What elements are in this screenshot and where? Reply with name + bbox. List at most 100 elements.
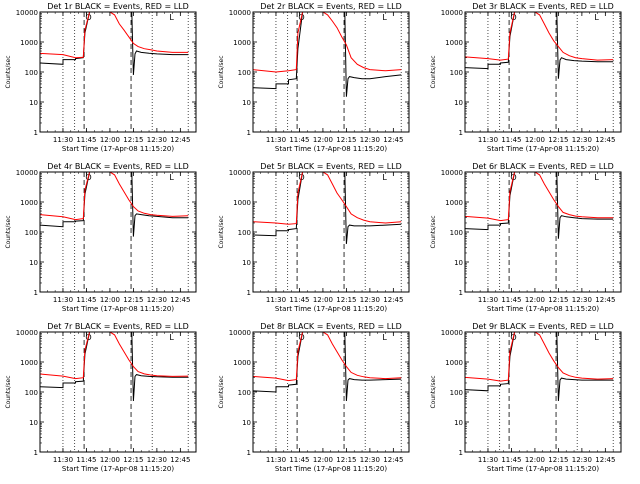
x-tick-label: 12:15 (123, 456, 143, 464)
detector-panel-2: Det 2r BLACK = Events, RED = LLD Counts/s… (218, 2, 410, 153)
y-tick-label: 10 (29, 99, 38, 107)
panel-title: Det 9r BLACK = Events, RED = LLD (472, 322, 614, 331)
panel-title: Det 6r BLACK = Events, RED = LLD (472, 162, 614, 171)
y-tick-label: 1000 (20, 199, 38, 207)
y-tick-label: 10 (242, 419, 251, 427)
x-tick-label: 12:15 (548, 296, 568, 304)
series-lld (40, 332, 189, 380)
x-tick-label: 11:30 (53, 136, 73, 144)
x-tick-label: 11:30 (478, 456, 498, 464)
x-tick-label: 11:45 (289, 296, 309, 304)
y-tick-label: 10 (454, 259, 463, 267)
x-tick-label: 12:00 (525, 136, 545, 144)
x-tick-label: 12:30 (360, 136, 380, 144)
x-tick-label: 12:30 (147, 296, 167, 304)
x-tick-label: 12:30 (572, 136, 592, 144)
x-tick-label: 11:30 (53, 296, 73, 304)
detector-panel-5: Det 5r BLACK = Events, RED = LLD Counts/s… (218, 162, 410, 313)
y-tick-label: 10 (454, 99, 463, 107)
y-tick-label: 1000 (445, 199, 463, 207)
x-tick-label: 12:45 (595, 296, 615, 304)
top-marker-l: L (594, 13, 599, 22)
x-tick-label: 11:30 (478, 136, 498, 144)
detector-panel-1: Det 1r BLACK = Events, RED = LLD Counts/s… (5, 2, 197, 153)
y-axis-label: Counts/sec (218, 375, 225, 408)
y-tick-label: 1 (34, 129, 38, 137)
y-tick-label: 100 (238, 69, 251, 77)
x-tick-label: 12:15 (548, 456, 568, 464)
series-events (465, 12, 614, 79)
x-tick-label: 11:45 (501, 296, 521, 304)
x-axis-label: Start Time (17-Apr-08 11:15:20) (275, 145, 387, 153)
panel-title: Det 7r BLACK = Events, RED = LLD (47, 322, 189, 331)
top-marker-l: L (382, 173, 387, 182)
y-tick-label: 10 (242, 99, 251, 107)
series-lld (465, 332, 614, 382)
y-tick-label: 1 (459, 129, 463, 137)
y-tick-label: 100 (25, 389, 38, 397)
x-tick-label: 12:00 (313, 136, 333, 144)
y-tick-label: 1 (34, 449, 38, 457)
x-tick-label: 12:00 (100, 136, 120, 144)
x-tick-label: 11:45 (501, 456, 521, 464)
y-tick-label: 1000 (20, 39, 38, 47)
y-tick-label: 1 (247, 449, 251, 457)
detector-panel-4: Det 4r BLACK = Events, RED = LLD Counts/s… (5, 162, 197, 313)
panel-title: Det 3r BLACK = Events, RED = LLD (472, 2, 614, 11)
series-events (465, 332, 614, 402)
x-tick-label: 12:45 (595, 456, 615, 464)
detector-panel-7: Det 7r BLACK = Events, RED = LLD Counts/s… (5, 322, 197, 473)
panel-title: Det 4r BLACK = Events, RED = LLD (47, 162, 189, 171)
series-events (253, 12, 402, 97)
x-tick-label: 11:45 (289, 136, 309, 144)
top-marker-l: L (169, 13, 174, 22)
plot-frame (252, 331, 410, 453)
y-axis-label: Counts/sec (430, 215, 437, 248)
top-marker-l: L (169, 173, 174, 182)
series-lld (253, 12, 402, 73)
x-tick-label: 12:00 (313, 296, 333, 304)
plot-frame (252, 11, 410, 133)
x-axis-label: Start Time (17-Apr-08 11:15:20) (487, 305, 599, 313)
y-axis-label: Counts/sec (430, 375, 437, 408)
plot-frame (39, 11, 197, 133)
x-tick-label: 11:30 (53, 456, 73, 464)
x-axis-label: Start Time (17-Apr-08 11:15:20) (275, 305, 387, 313)
y-tick-label: 10 (242, 259, 251, 267)
series-lld (253, 172, 402, 225)
x-tick-label: 12:30 (147, 136, 167, 144)
x-tick-label: 12:15 (336, 456, 356, 464)
series-events (40, 332, 189, 402)
y-tick-label: 100 (450, 229, 463, 237)
y-tick-label: 10000 (441, 329, 463, 337)
y-tick-label: 10 (29, 259, 38, 267)
y-tick-label: 100 (25, 69, 38, 77)
plot-frame (39, 331, 197, 453)
plot-frame (39, 171, 197, 293)
top-marker-l: L (594, 333, 599, 342)
y-tick-label: 10 (29, 419, 38, 427)
y-tick-label: 10 (454, 419, 463, 427)
y-tick-label: 1000 (20, 359, 38, 367)
x-tick-label: 11:45 (76, 296, 96, 304)
panel-title: Det 8r BLACK = Events, RED = LLD (260, 322, 402, 331)
y-axis-label: Counts/sec (430, 55, 437, 88)
y-tick-label: 10000 (441, 169, 463, 177)
series-events (40, 12, 189, 75)
y-axis-label: Counts/sec (5, 375, 12, 408)
y-tick-label: 1 (459, 289, 463, 297)
x-tick-label: 12:30 (572, 456, 592, 464)
y-tick-label: 1 (34, 289, 38, 297)
y-tick-label: 10000 (229, 329, 251, 337)
detector-panel-9: Det 9r BLACK = Events, RED = LLD Counts/s… (430, 322, 622, 473)
top-marker-l: L (382, 13, 387, 22)
series-events (253, 332, 402, 402)
y-tick-label: 1 (247, 289, 251, 297)
x-tick-label: 12:15 (548, 136, 568, 144)
series-events (40, 172, 189, 237)
y-tick-label: 10000 (229, 9, 251, 17)
x-tick-label: 11:45 (501, 136, 521, 144)
x-tick-label: 11:30 (266, 456, 286, 464)
series-lld (253, 332, 402, 382)
series-events (253, 172, 402, 244)
